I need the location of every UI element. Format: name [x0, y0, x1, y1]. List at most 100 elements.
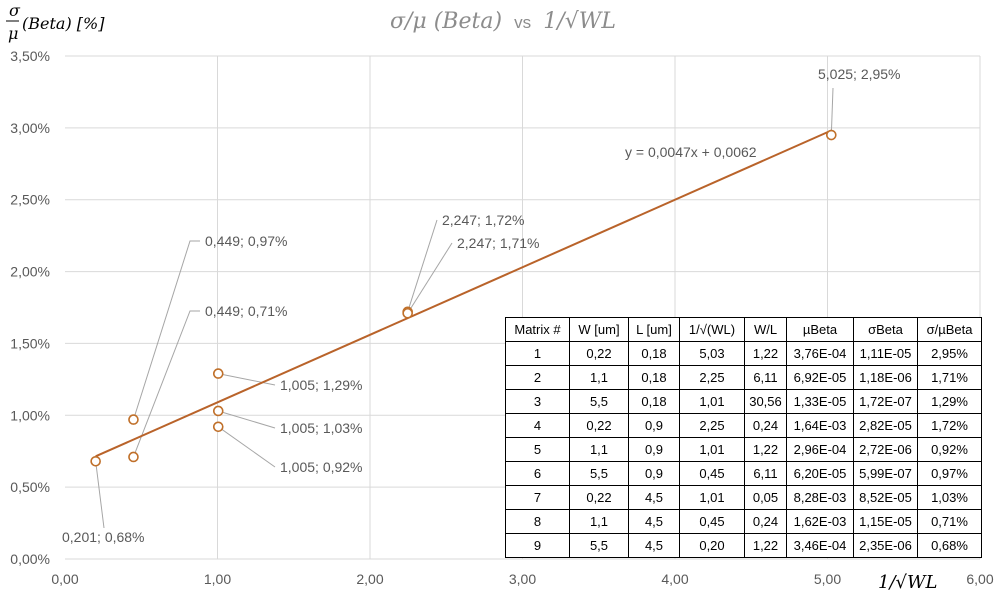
- table-cell: 1,64E-03: [786, 413, 854, 438]
- data-point: [212, 405, 224, 417]
- table-cell: 2,25: [679, 365, 745, 390]
- table-cell: 0,24: [744, 413, 787, 438]
- table-cell: 0,92%: [917, 437, 982, 462]
- table-cell: 1,15E-05: [853, 509, 918, 534]
- table-header-cell: 1/√(WL): [679, 317, 745, 342]
- x-axis-label: 1/√WL: [878, 572, 937, 593]
- table-header-cell: σBeta: [853, 317, 918, 342]
- leader-line: [407, 242, 453, 314]
- table-cell: 1,71%: [917, 365, 982, 390]
- table-cell: 1,62E-03: [786, 509, 854, 534]
- table-cell: 2,25: [679, 413, 745, 438]
- table-cell: 3,46E-04: [786, 533, 854, 558]
- table-cell: 30,56: [744, 389, 787, 414]
- ylabel-rest: (Beta) [%]: [22, 14, 105, 33]
- data-labels: 5,025; 2,95% 2,247; 1,72% 2,247; 1,71% 1,00…: [62, 66, 901, 545]
- table-cell: 0,22: [569, 485, 629, 510]
- data-point: [402, 307, 413, 319]
- title-x: 1/√WL: [543, 9, 616, 34]
- title-main: σ/μ (Beta): [390, 9, 502, 34]
- table-cell: 1,22: [744, 533, 787, 558]
- x-tick-label: 5,00: [814, 571, 841, 587]
- table-cell: 1,01: [679, 485, 745, 510]
- table-row: 7 0,22 4,5 1,01 0,05 8,28E-03 8,52E-05 1,03%: [505, 485, 982, 510]
- y-tick-label: 1,50%: [10, 335, 50, 351]
- data-point: [212, 421, 224, 433]
- trendline: [95, 129, 832, 458]
- table-cell: 7: [505, 485, 570, 510]
- table-cell: 5,5: [569, 389, 629, 414]
- title-vs: vs: [514, 13, 531, 32]
- table-cell: 6,20E-05: [786, 461, 854, 486]
- data-point: [826, 129, 837, 141]
- table-cell: 1,01: [679, 437, 745, 462]
- table-cell: 1,03%: [917, 485, 982, 510]
- leader-line: [218, 410, 276, 429]
- data-label: 0,449; 0,97%: [205, 233, 288, 249]
- data-point: [212, 368, 224, 379]
- table-cell: 0,9: [628, 461, 680, 486]
- table-cell: 0,9: [628, 413, 680, 438]
- table-cell: 1,33E-05: [786, 389, 854, 414]
- ylabel-sigma: σ: [9, 1, 21, 20]
- table-body: 1 0,22 0,18 5,03 1,22 3,76E-04 1,11E-05 2,95% 2 1…: [505, 341, 982, 558]
- table-row: 6 5,5 0,9 0,45 6,11 6,20E-05 5,99E-07 0,97%: [505, 461, 982, 486]
- leader-line: [133, 310, 200, 458]
- table-cell: 4,5: [628, 533, 680, 558]
- chart-title: σ/μ (Beta) vs 1/√WL: [390, 8, 616, 34]
- table-row: 3 5,5 0,18 1,01 30,56 1,33E-05 1,72E-07 1,29%: [505, 389, 982, 414]
- leader-line: [830, 87, 834, 136]
- label-leader-lines: [95, 87, 834, 529]
- y-tick-label: 3,50%: [10, 48, 50, 64]
- table-cell: 6: [505, 461, 570, 486]
- table-cell: 5,5: [569, 461, 629, 486]
- table-cell: 6,92E-05: [786, 365, 854, 390]
- table-cell: 2,95%: [917, 341, 982, 366]
- leader-line: [218, 373, 276, 386]
- table-cell: 1,72%: [917, 413, 982, 438]
- table-cell: 0,05: [744, 485, 787, 510]
- y-tick-label: 3,00%: [10, 120, 50, 136]
- table-row: 2 1,1 0,18 2,25 6,11 6,92E-05 1,18E-06 1,71%: [505, 365, 982, 390]
- y-tick-label: 2,50%: [10, 192, 50, 208]
- table-cell: 1,01: [679, 389, 745, 414]
- y-axis-label: σ μ (Beta) [%]: [6, 1, 105, 43]
- leader-line: [217, 426, 276, 468]
- table-cell: 1,1: [569, 509, 629, 534]
- table-cell: 2: [505, 365, 570, 390]
- x-tick-label: 6,00: [966, 571, 993, 587]
- table-cell: 1,1: [569, 365, 629, 390]
- y-tick-label: 2,00%: [10, 264, 50, 280]
- table-cell: 0,22: [569, 341, 629, 366]
- data-label: 2,247; 1,72%: [442, 212, 525, 228]
- table-cell: 1,29%: [917, 389, 982, 414]
- table-cell: 0,18: [628, 365, 680, 390]
- table-cell: 6,11: [744, 365, 787, 390]
- table-header-cell: Matrix #: [505, 317, 570, 342]
- data-label: 1,005; 1,03%: [280, 420, 363, 436]
- table-header-row: Matrix # W [um] L [um] 1/√(WL) W/L µBeta σBeta…: [505, 317, 982, 342]
- y-tick-labels: 0,00% 0,50% 1,00% 1,50% 2,00% 2,50% 3,00% 3,50%: [10, 48, 50, 567]
- trendline-equation: y = 0,0047x + 0,0062: [625, 144, 757, 160]
- data-point: [128, 451, 139, 463]
- data-table: Matrix # W [um] L [um] 1/√(WL) W/L µBeta σBeta…: [505, 317, 982, 558]
- x-tick-label: 2,00: [356, 571, 383, 587]
- x-tick-label: 4,00: [661, 571, 688, 587]
- table-cell: 0,45: [679, 461, 745, 486]
- table-cell: 1,18E-06: [853, 365, 918, 390]
- y-tick-label: 1,00%: [10, 407, 50, 423]
- table-cell: 8: [505, 509, 570, 534]
- table-cell: 5,03: [679, 341, 745, 366]
- table-row: 9 5,5 4,5 0,20 1,22 3,46E-04 2,35E-06 0,68%: [505, 533, 982, 558]
- table-cell: 1,1: [569, 437, 629, 462]
- table-cell: 5,5: [569, 533, 629, 558]
- table-cell: 1,11E-05: [853, 341, 918, 366]
- table-cell: 5: [505, 437, 570, 462]
- y-tick-label: 0,50%: [10, 479, 50, 495]
- table-cell: 0,97%: [917, 461, 982, 486]
- table-cell: 1,72E-07: [853, 389, 918, 414]
- x-tick-label: 3,00: [509, 571, 536, 587]
- data-label: 5,025; 2,95%: [818, 66, 901, 82]
- table-cell: 3: [505, 389, 570, 414]
